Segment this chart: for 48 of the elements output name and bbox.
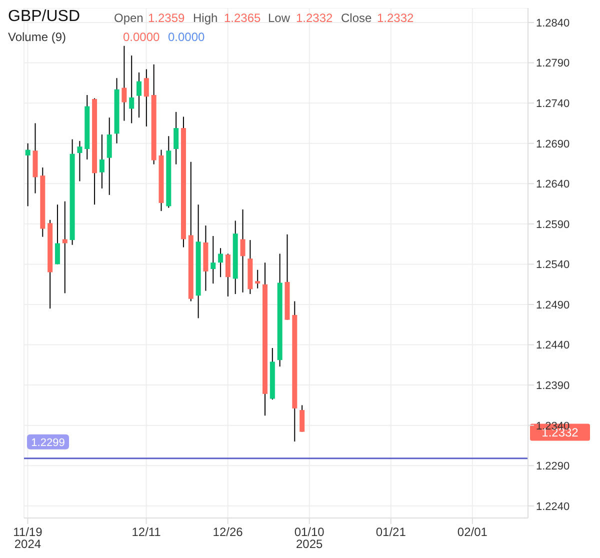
- y-tick-label: 1.2440: [536, 340, 570, 352]
- candlestick: [255, 269, 260, 289]
- x-tick-label: 02/01: [457, 525, 488, 539]
- annotation: Low: [268, 11, 290, 25]
- y-tick-label: 1.2240: [536, 500, 570, 513]
- annotation: 0.0000: [168, 30, 205, 44]
- y-tick-label: 1.2490: [536, 299, 570, 312]
- candlestick: [129, 55, 134, 124]
- x-tick-label: 12/26: [212, 525, 244, 539]
- candlestick: [25, 142, 30, 207]
- candlestick: [210, 236, 216, 284]
- x-tick-label: 01/10 2025: [294, 525, 325, 551]
- candlestick: [99, 134, 104, 189]
- x-tick-label: 11/19 2024: [13, 525, 43, 551]
- annotation: Volume (9): [8, 30, 66, 44]
- annotation: Open: [114, 11, 144, 25]
- y-tick-label: 1.2540: [536, 259, 570, 272]
- candlestick: [62, 200, 68, 294]
- annotation: High: [193, 11, 218, 25]
- x-tick-label: 01/21: [376, 525, 406, 539]
- candlestick: [122, 45, 127, 122]
- y-tick-label: 1.2790: [536, 58, 570, 70]
- candlestick: [106, 117, 112, 196]
- y-tick-label: 1.2290: [536, 460, 570, 473]
- annotation: 1.2359: [148, 11, 185, 25]
- x-tick-label: 12/11: [132, 525, 162, 539]
- ref-line-label: 1.2299: [31, 436, 65, 449]
- candlestick: [240, 208, 246, 293]
- y-tick-label: 1.2690: [536, 138, 570, 150]
- annotation: 1.2332: [377, 11, 414, 25]
- candlestick: [218, 248, 224, 278]
- candlestick: [300, 404, 305, 432]
- y-tick-label: 1.2590: [536, 218, 570, 231]
- candlestick: [77, 140, 82, 182]
- candlestick: [144, 68, 149, 127]
- y-tick-label: 1.2390: [536, 380, 570, 392]
- candlestick: [136, 72, 142, 118]
- y-tick-label: 1.2640: [536, 178, 570, 191]
- candlestick: [54, 204, 60, 265]
- annotation: 1.2365: [224, 11, 261, 25]
- candlestick: [174, 111, 179, 165]
- y-tick-label: 1.2740: [536, 98, 570, 110]
- candlestick: [225, 253, 230, 297]
- y-tick-label: 1.2840: [536, 17, 570, 30]
- annotation: 1.2332: [296, 11, 333, 25]
- annotation: 0.0000: [123, 30, 160, 44]
- annotation: Close: [341, 11, 372, 25]
- chart-title: GBP/USD: [8, 8, 80, 26]
